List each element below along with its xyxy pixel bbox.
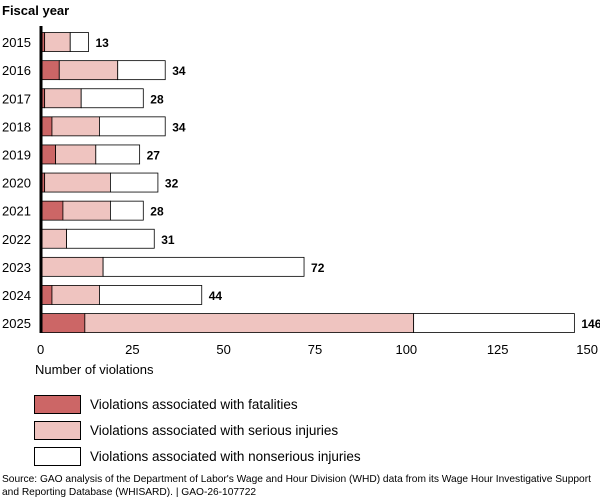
category-label-2021: 2021: [2, 204, 31, 219]
category-label-2023: 2023: [2, 260, 31, 275]
x-tick-label-100: 100: [395, 342, 417, 357]
category-label-2015: 2015: [2, 35, 31, 50]
total-label-2016: 34: [172, 64, 186, 78]
total-label-2015: 13: [95, 36, 109, 50]
total-label-2017: 28: [150, 92, 164, 106]
legend-swatch-nonserious: [34, 447, 81, 466]
total-label-2025: 146: [581, 317, 600, 331]
bar-segment-serious-2017: [44, 88, 82, 109]
bar-segment-serious-2022: [40, 228, 67, 249]
bar-segment-serious-2023: [40, 256, 104, 277]
x-tick-label-0: 0: [37, 342, 44, 357]
bar-segment-serious-2015: [44, 32, 71, 52]
total-label-2024: 44: [209, 289, 223, 303]
bar-segment-serious-2018: [51, 116, 100, 137]
bar-segment-serious-2016: [58, 60, 119, 81]
bar-segment-nonserious-2016: [117, 60, 166, 81]
bar-segment-nonserious-2022: [66, 228, 155, 249]
category-label-2025: 2025: [2, 316, 31, 331]
legend-item-serious: Violations associated with serious injur…: [34, 420, 361, 441]
legend: Violations associated with fatalities Vi…: [34, 394, 361, 472]
x-axis-ticks: 0 25 50 75 100 125 150: [37, 342, 598, 357]
bar-segment-fatalities-2024: [40, 285, 53, 305]
bar-segment-serious-2019: [55, 144, 97, 165]
x-tick-label-150: 150: [576, 342, 598, 357]
stacked-bar-chart: Fiscal year 2015 13 2016 34 2017 28 2018 34 2019…: [2, 3, 600, 377]
bar-segment-nonserious-2019: [95, 144, 141, 165]
x-tick-label-125: 125: [487, 342, 509, 357]
legend-label-nonserious: Violations associated with nonserious in…: [90, 449, 361, 464]
total-label-2021: 28: [150, 205, 164, 219]
legend-item-fatalities: Violations associated with fatalities: [34, 394, 361, 415]
total-label-2019: 27: [147, 148, 161, 162]
bar-segment-nonserious-2023: [102, 256, 305, 277]
legend-label-serious: Violations associated with serious injur…: [90, 423, 339, 438]
bar-segment-fatalities-2021: [40, 200, 64, 221]
total-label-2020: 32: [165, 177, 179, 191]
legend-swatch-serious: [34, 421, 81, 440]
category-label-2018: 2018: [2, 119, 31, 134]
legend-item-nonserious: Violations associated with nonserious in…: [34, 446, 361, 467]
x-tick-label-25: 25: [125, 342, 139, 357]
source-note: Source: GAO analysis of the Department o…: [2, 474, 591, 498]
x-tick-label-75: 75: [308, 342, 322, 357]
labels-layer: 2015 13 2016 34 2017 28 2018 34 2019 27 2020 32 2021…: [2, 35, 600, 331]
category-label-2019: 2019: [2, 147, 31, 162]
bar-segment-nonserious-2021: [110, 200, 144, 221]
bar-segment-serious-2021: [62, 200, 111, 221]
bars-layer: [40, 32, 575, 333]
category-label-2024: 2024: [2, 288, 31, 303]
category-label-2017: 2017: [2, 91, 31, 106]
bar-segment-fatalities-2018: [40, 116, 53, 137]
bar-segment-nonserious-2018: [99, 116, 166, 137]
legend-label-fatalities: Violations associated with fatalities: [90, 397, 298, 412]
bar-segment-serious-2025: [84, 313, 415, 333]
category-label-2022: 2022: [2, 232, 31, 247]
bar-segment-nonserious-2015: [69, 32, 89, 52]
category-label-2020: 2020: [2, 176, 31, 191]
bar-segment-nonserious-2017: [80, 88, 144, 109]
total-label-2023: 72: [311, 261, 325, 275]
bar-segment-fatalities-2019: [40, 144, 57, 165]
y-axis-title: Fiscal year: [2, 3, 69, 18]
bar-segment-nonserious-2025: [413, 313, 575, 333]
x-tick-label-50: 50: [216, 342, 230, 357]
bar-segment-fatalities-2025: [40, 313, 86, 333]
category-label-2016: 2016: [2, 63, 31, 78]
bar-segment-serious-2020: [44, 172, 111, 193]
bar-segment-nonserious-2024: [99, 285, 203, 305]
total-label-2022: 31: [161, 233, 175, 247]
bar-segment-serious-2024: [51, 285, 100, 305]
total-label-2018: 34: [172, 120, 186, 134]
x-axis-title: Number of violations: [35, 362, 154, 377]
bar-segment-fatalities-2016: [40, 60, 60, 81]
legend-swatch-fatalities: [34, 395, 81, 414]
bar-segment-nonserious-2020: [110, 172, 159, 193]
